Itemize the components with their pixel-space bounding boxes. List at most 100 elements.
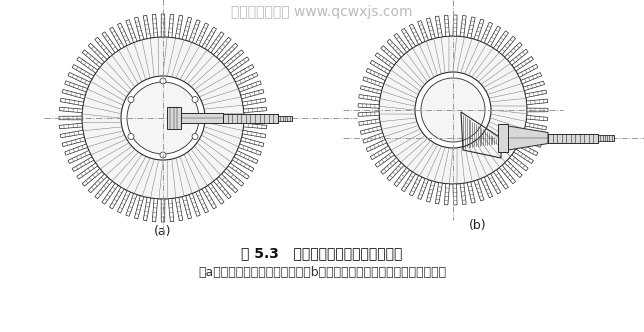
Polygon shape [168, 199, 174, 222]
Polygon shape [238, 81, 261, 92]
Polygon shape [68, 72, 90, 85]
Text: (a): (a) [155, 225, 172, 238]
Polygon shape [95, 179, 112, 199]
Polygon shape [202, 27, 216, 49]
Polygon shape [509, 49, 528, 65]
Polygon shape [196, 191, 209, 213]
Polygon shape [366, 68, 386, 81]
Polygon shape [394, 34, 410, 52]
Polygon shape [410, 24, 422, 44]
Polygon shape [467, 182, 475, 203]
Text: 汽车维修技术网 www.qcwxjs.com: 汽车维修技术网 www.qcwxjs.com [231, 5, 413, 19]
Polygon shape [518, 143, 538, 156]
Polygon shape [189, 20, 200, 42]
Polygon shape [59, 116, 82, 120]
Polygon shape [228, 57, 249, 73]
Polygon shape [524, 129, 545, 139]
Polygon shape [499, 36, 516, 55]
Polygon shape [102, 183, 118, 204]
Polygon shape [232, 157, 254, 172]
Polygon shape [77, 163, 98, 179]
Polygon shape [161, 199, 165, 222]
Polygon shape [363, 77, 384, 87]
Polygon shape [224, 169, 244, 186]
Polygon shape [488, 174, 500, 194]
Text: 图 5.3   主动齿轮和从动齿轮轴线位置: 图 5.3 主动齿轮和从动齿轮轴线位置 [242, 246, 402, 260]
Polygon shape [95, 37, 112, 57]
Bar [498, 124, 508, 152]
Polygon shape [135, 196, 144, 219]
Polygon shape [418, 21, 428, 42]
Polygon shape [453, 184, 457, 205]
Polygon shape [514, 56, 533, 71]
Polygon shape [208, 32, 224, 53]
Polygon shape [214, 179, 231, 199]
Bar [181, 113, 223, 123]
Polygon shape [208, 183, 224, 204]
Polygon shape [243, 123, 267, 129]
Circle shape [415, 72, 491, 148]
Polygon shape [363, 133, 384, 143]
Polygon shape [460, 16, 466, 37]
Polygon shape [435, 16, 442, 38]
Polygon shape [505, 160, 522, 178]
Polygon shape [521, 136, 542, 147]
Polygon shape [481, 22, 493, 43]
Polygon shape [228, 163, 249, 179]
Polygon shape [59, 123, 82, 129]
Polygon shape [202, 187, 216, 209]
Polygon shape [410, 176, 422, 196]
Polygon shape [526, 123, 547, 130]
Circle shape [421, 78, 485, 142]
Polygon shape [366, 139, 386, 152]
Polygon shape [182, 17, 191, 40]
Bar [167, 107, 181, 129]
Polygon shape [219, 43, 238, 62]
Polygon shape [493, 31, 508, 50]
Circle shape [127, 82, 199, 154]
Circle shape [128, 133, 134, 139]
Polygon shape [361, 126, 382, 134]
Polygon shape [467, 17, 475, 38]
Polygon shape [224, 50, 244, 67]
Polygon shape [77, 57, 98, 73]
Polygon shape [358, 112, 379, 116]
Polygon shape [524, 81, 545, 91]
Polygon shape [175, 15, 183, 39]
Polygon shape [243, 107, 267, 113]
Polygon shape [72, 157, 94, 172]
Polygon shape [62, 137, 85, 147]
Polygon shape [401, 172, 415, 192]
Polygon shape [453, 15, 457, 36]
Polygon shape [88, 43, 107, 62]
Polygon shape [474, 19, 484, 40]
Text: (b): (b) [469, 218, 487, 231]
Polygon shape [493, 170, 508, 189]
Polygon shape [117, 191, 131, 213]
Polygon shape [64, 144, 88, 155]
Polygon shape [143, 15, 151, 39]
Polygon shape [526, 90, 547, 98]
Polygon shape [236, 150, 258, 163]
Polygon shape [370, 146, 390, 160]
Text: （a）主、从动齿轮轴线交叉；（b）主动齿轮轴线相对从动出轮轴线偏移: （a）主、从动齿轮轴线交叉；（b）主动齿轮轴线相对从动出轮轴线偏移 [198, 266, 446, 279]
Circle shape [160, 78, 166, 84]
Polygon shape [444, 184, 450, 205]
Polygon shape [526, 99, 547, 105]
Polygon shape [499, 165, 516, 184]
Polygon shape [62, 89, 85, 99]
Polygon shape [426, 18, 435, 39]
Circle shape [379, 36, 527, 184]
Polygon shape [232, 64, 254, 79]
Polygon shape [527, 108, 548, 112]
Polygon shape [102, 32, 118, 53]
Bar [598, 135, 614, 141]
Circle shape [128, 97, 134, 103]
Circle shape [121, 76, 205, 160]
Polygon shape [175, 198, 183, 221]
Polygon shape [444, 15, 450, 36]
Polygon shape [109, 27, 124, 49]
Circle shape [192, 133, 198, 139]
Polygon shape [375, 152, 394, 167]
Polygon shape [481, 177, 493, 198]
